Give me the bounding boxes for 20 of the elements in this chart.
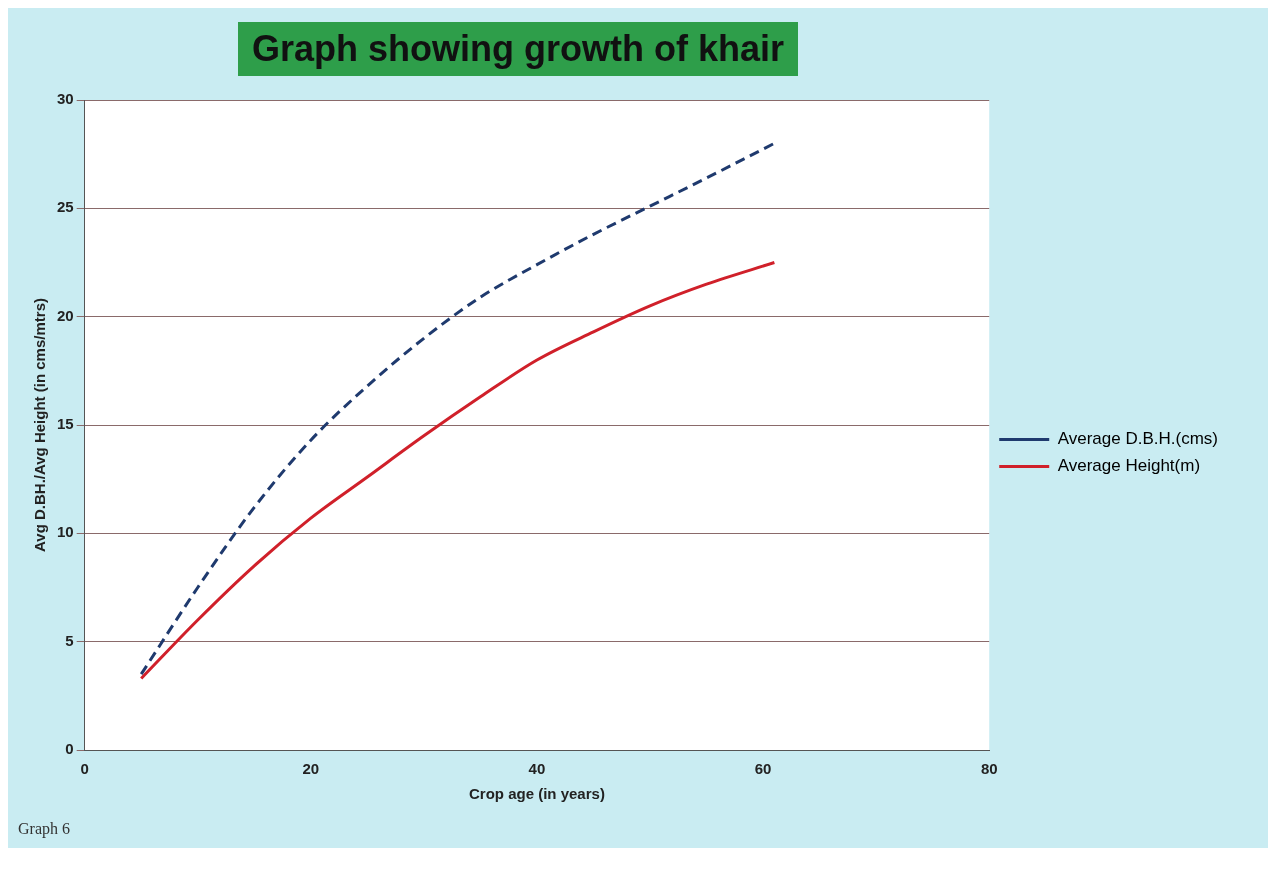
- y-tick-label: 25: [57, 198, 74, 216]
- x-tick-label: 80: [980, 760, 998, 778]
- y-tick-label: 5: [65, 631, 74, 649]
- legend-label: Average D.B.H.(cms): [1057, 429, 1218, 449]
- y-tick-label: 30: [57, 90, 74, 108]
- y-tick-label: 15: [57, 415, 74, 433]
- x-tick-label: 20: [302, 760, 320, 778]
- caption: Graph 6: [18, 820, 70, 838]
- legend-label: Average Height(m): [1057, 456, 1201, 476]
- line-series: [139, 141, 776, 676]
- line-series: [139, 261, 776, 680]
- x-tick-label: 40: [528, 760, 546, 778]
- y-tick-label: 20: [57, 306, 74, 324]
- chart-title: Graph showing growth of khair: [238, 22, 799, 76]
- y-tick-label: 10: [57, 523, 74, 541]
- x-tick-label: 60: [754, 760, 772, 778]
- y-axis-title: Avg D.BH./Avg Height (in cms/mtrs): [31, 298, 49, 552]
- x-tick-label: 0: [80, 760, 89, 778]
- x-axis-title: Crop age (in years): [469, 785, 605, 803]
- y-tick-label: 0: [65, 740, 74, 758]
